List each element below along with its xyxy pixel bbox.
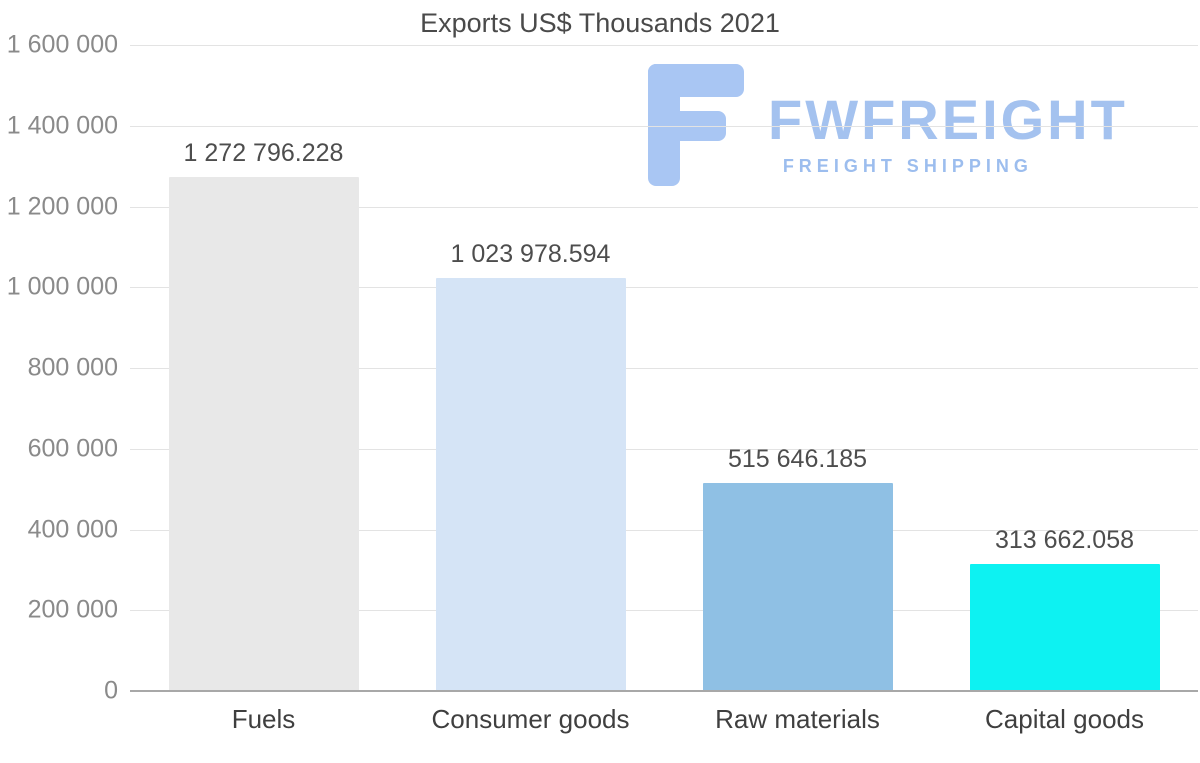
y-tick-label: 200 000	[27, 595, 118, 624]
gridline	[130, 610, 1198, 612]
x-category-label: Consumer goods	[431, 704, 630, 734]
watermark-logo: FWFREIGHT FREIGHT SHIPPING	[648, 64, 1128, 186]
logo-text: FWFREIGHT FREIGHT SHIPPING	[768, 64, 1128, 177]
gridline	[130, 368, 1198, 369]
gridline	[130, 45, 1198, 46]
gridline	[130, 206, 1198, 208]
bar-fuels[interactable]	[168, 177, 359, 691]
gridline	[130, 448, 1198, 450]
chart-title: Exports US$ Thousands 2021	[420, 8, 780, 38]
bar-value-label: 1 272 796.228	[183, 139, 344, 168]
gridline	[130, 287, 1198, 289]
bar-value-label: 313 662.058	[994, 526, 1135, 555]
y-tick-label: 1 200 000	[6, 192, 118, 220]
bar-capital-goods[interactable]	[969, 564, 1160, 691]
bar-consumer-goods[interactable]	[435, 277, 626, 691]
bar-raw-materials[interactable]	[702, 482, 893, 691]
logo-subtitle: FREIGHT SHIPPING	[782, 156, 1033, 176]
x-category-label: Fuels	[231, 704, 296, 734]
y-tick-label: 800 000	[27, 353, 118, 382]
bar-value-label: 515 646.185	[727, 444, 868, 473]
logo-name: FWFREIGHT	[768, 88, 1128, 151]
y-tick-label: 400 000	[27, 515, 118, 543]
x-category-label: Capital goods	[985, 704, 1144, 734]
brand-f-icon-top-bar	[648, 64, 744, 97]
x-axis-line	[130, 690, 1198, 692]
gridline	[130, 125, 1198, 127]
y-tick-label: 0	[104, 676, 118, 705]
y-tick-label: 1 400 000	[6, 111, 118, 140]
y-tick-label: 1 000 000	[6, 272, 118, 301]
y-tick-label: 600 000	[27, 434, 118, 463]
gridline	[130, 529, 1198, 531]
x-category-label: Raw materials	[715, 704, 880, 734]
bar-value-label: 1 023 978.594	[450, 239, 611, 268]
y-tick-label: 1 600 000	[6, 30, 118, 59]
